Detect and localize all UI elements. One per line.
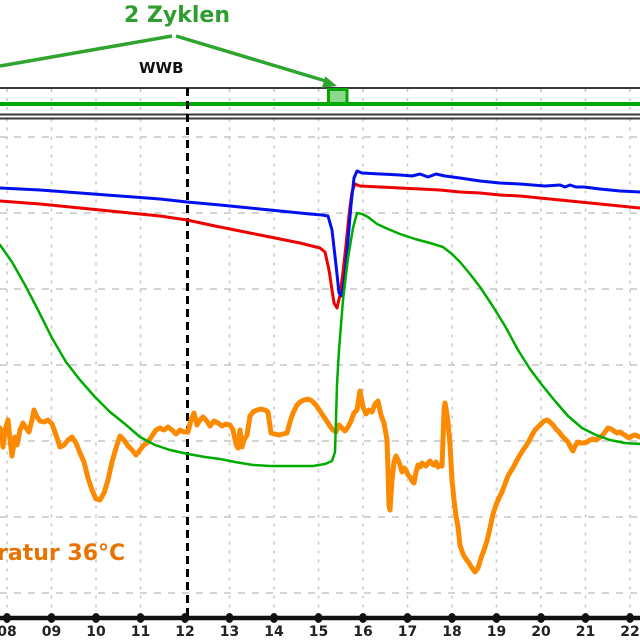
x-tick-marker [448, 613, 456, 623]
x-tick-marker [403, 613, 412, 623]
x-tick-label: 11 [131, 624, 150, 640]
x-tick-label: 22 [620, 624, 639, 640]
x-tick-label: 10 [86, 624, 106, 640]
gridlines-layer [0, 89, 640, 618]
arrowhead-icon [321, 76, 337, 88]
x-tick-label: 19 [487, 624, 506, 640]
x-tick-marker [92, 613, 100, 623]
annotation-arrows [0, 34, 337, 88]
x-tick-label: 08 [0, 624, 17, 640]
x-tick-label: 16 [353, 624, 372, 640]
series-green-line [0, 211, 640, 468]
x-tick-marker [626, 613, 634, 623]
temperature-annotation: ratur 36°C [0, 541, 126, 566]
signal-strip [0, 87, 640, 120]
x-tick-label: 09 [42, 624, 61, 640]
annotation-line [175, 34, 330, 84]
series-orange-line [0, 388, 640, 575]
x-tick-label: 20 [531, 624, 551, 640]
x-tick-marker [225, 613, 234, 623]
x-tick-marker [581, 613, 590, 623]
wwb-pulse [327, 88, 349, 106]
x-tick-label: 13 [220, 624, 239, 640]
wwb-label: WWB [139, 59, 184, 77]
x-tick-marker [537, 613, 545, 623]
x-tick-marker [47, 613, 56, 623]
x-tick-marker [181, 613, 189, 623]
x-tick-marker [492, 613, 501, 623]
x-tick-label: 17 [398, 624, 417, 640]
x-tick-label: 18 [442, 624, 461, 640]
chart-title: 2 Zyklen [124, 3, 231, 28]
x-tick-label: 12 [175, 624, 194, 640]
x-tick-label: 15 [309, 624, 328, 640]
series-red-line [0, 182, 640, 310]
x-tick-marker [3, 613, 11, 623]
x-tick-marker [136, 613, 145, 623]
x-tick-marker [270, 613, 278, 623]
x-tick-marker [314, 613, 323, 623]
series-layer [0, 169, 640, 575]
x-tick-label: 21 [576, 624, 595, 640]
x-axis: 08 09 10 11 12 13 14 15 16 17 18 19 20 21 22 [0, 613, 640, 640]
x-tick-label: 14 [264, 624, 284, 640]
annotation-line [0, 34, 173, 68]
x-tick-marker [359, 613, 367, 623]
series-blue-line [0, 169, 640, 298]
